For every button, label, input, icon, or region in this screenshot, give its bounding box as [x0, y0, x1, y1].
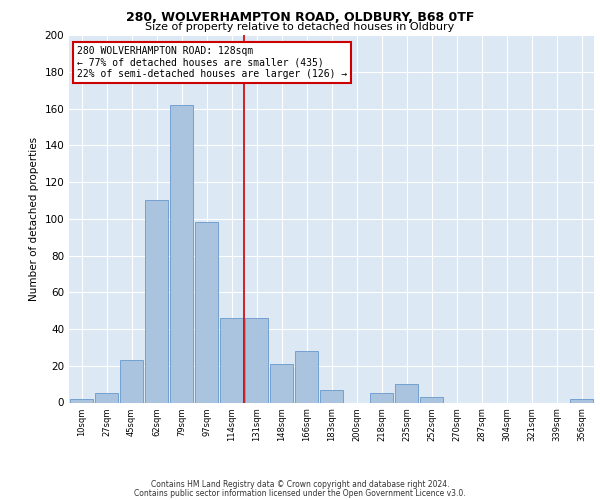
Bar	[120, 360, 143, 403]
Bar	[420, 397, 443, 402]
Bar	[370, 394, 393, 402]
Bar	[220, 318, 243, 402]
Text: Size of property relative to detached houses in Oldbury: Size of property relative to detached ho…	[145, 22, 455, 32]
Bar	[170, 105, 193, 403]
Bar	[295, 351, 318, 403]
Bar	[320, 390, 343, 402]
Y-axis label: Number of detached properties: Number of detached properties	[29, 136, 39, 301]
Bar	[395, 384, 418, 402]
Text: 280, WOLVERHAMPTON ROAD, OLDBURY, B68 0TF: 280, WOLVERHAMPTON ROAD, OLDBURY, B68 0T…	[126, 11, 474, 24]
Bar	[195, 222, 218, 402]
Text: Contains HM Land Registry data © Crown copyright and database right 2024.: Contains HM Land Registry data © Crown c…	[151, 480, 449, 489]
Bar	[70, 399, 93, 402]
Bar	[570, 399, 593, 402]
Bar	[270, 364, 293, 403]
Bar	[145, 200, 168, 402]
Bar	[245, 318, 268, 402]
Text: Contains public sector information licensed under the Open Government Licence v3: Contains public sector information licen…	[134, 488, 466, 498]
Text: 280 WOLVERHAMPTON ROAD: 128sqm
← 77% of detached houses are smaller (435)
22% of: 280 WOLVERHAMPTON ROAD: 128sqm ← 77% of …	[77, 46, 347, 79]
Bar	[95, 394, 118, 402]
